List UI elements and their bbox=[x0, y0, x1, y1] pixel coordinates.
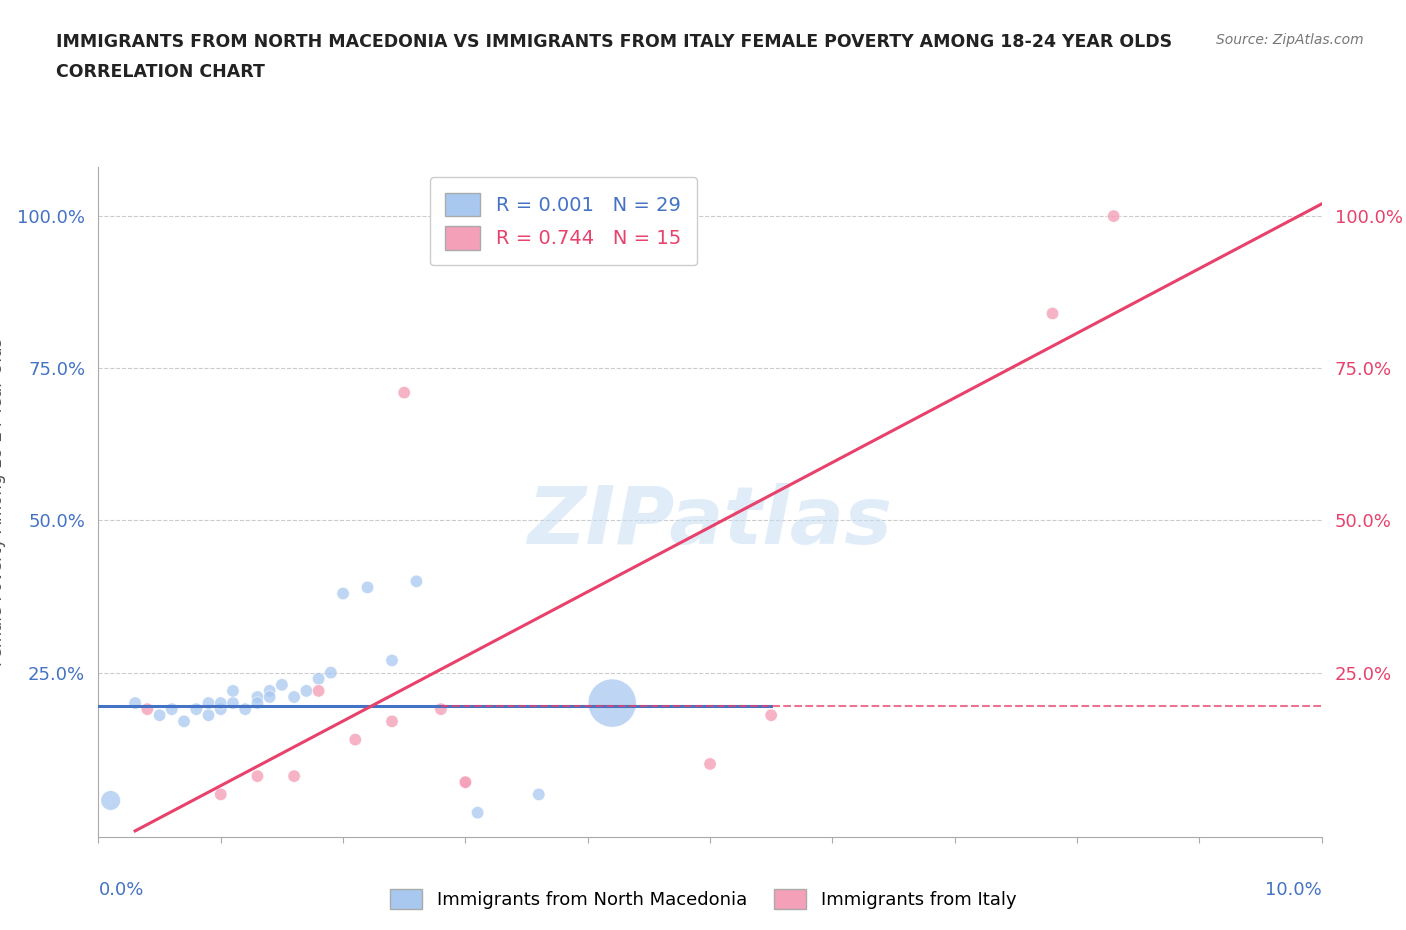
Point bbox=[1042, 306, 1064, 321]
Point bbox=[246, 696, 269, 711]
Point bbox=[197, 708, 219, 723]
Point bbox=[283, 689, 305, 704]
Point bbox=[1102, 208, 1125, 223]
Point bbox=[259, 684, 281, 698]
Point bbox=[100, 793, 122, 808]
Point bbox=[186, 702, 208, 717]
Text: 0.0%: 0.0% bbox=[98, 881, 143, 898]
Point bbox=[332, 586, 354, 601]
Point bbox=[392, 385, 416, 400]
Point bbox=[356, 580, 378, 595]
Point bbox=[600, 696, 623, 711]
Point bbox=[381, 653, 404, 668]
Point bbox=[454, 775, 477, 790]
Point bbox=[160, 702, 183, 717]
Point bbox=[467, 805, 489, 820]
Point bbox=[699, 756, 721, 771]
Point bbox=[308, 684, 330, 698]
Point bbox=[222, 696, 245, 711]
Legend: R = 0.001   N = 29, R = 0.744   N = 15: R = 0.001 N = 29, R = 0.744 N = 15 bbox=[430, 177, 697, 265]
Point bbox=[246, 689, 269, 704]
Point bbox=[319, 665, 342, 680]
Text: CORRELATION CHART: CORRELATION CHART bbox=[56, 63, 266, 81]
Text: Source: ZipAtlas.com: Source: ZipAtlas.com bbox=[1216, 33, 1364, 46]
Text: ZIPatlas: ZIPatlas bbox=[527, 484, 893, 562]
Point bbox=[136, 702, 159, 717]
Point bbox=[759, 708, 782, 723]
Point bbox=[344, 732, 367, 747]
Point bbox=[283, 769, 305, 784]
Text: IMMIGRANTS FROM NORTH MACEDONIA VS IMMIGRANTS FROM ITALY FEMALE POVERTY AMONG 18: IMMIGRANTS FROM NORTH MACEDONIA VS IMMIG… bbox=[56, 33, 1173, 50]
Text: 10.0%: 10.0% bbox=[1265, 881, 1322, 898]
Point bbox=[381, 714, 404, 729]
Point bbox=[308, 671, 330, 686]
Point bbox=[259, 689, 281, 704]
Point bbox=[454, 775, 477, 790]
Point bbox=[124, 696, 146, 711]
Point bbox=[246, 769, 269, 784]
Legend: Immigrants from North Macedonia, Immigrants from Italy: Immigrants from North Macedonia, Immigra… bbox=[382, 882, 1024, 916]
Point bbox=[197, 696, 219, 711]
Y-axis label: Female Poverty Among 18-24 Year Olds: Female Poverty Among 18-24 Year Olds bbox=[0, 339, 6, 666]
Point bbox=[233, 702, 256, 717]
Point bbox=[295, 684, 318, 698]
Point bbox=[405, 574, 427, 589]
Point bbox=[430, 702, 453, 717]
Point bbox=[209, 696, 232, 711]
Point bbox=[173, 714, 195, 729]
Point bbox=[209, 702, 232, 717]
Point bbox=[209, 787, 232, 802]
Point bbox=[270, 677, 292, 692]
Point bbox=[222, 684, 245, 698]
Point bbox=[149, 708, 172, 723]
Point bbox=[527, 787, 550, 802]
